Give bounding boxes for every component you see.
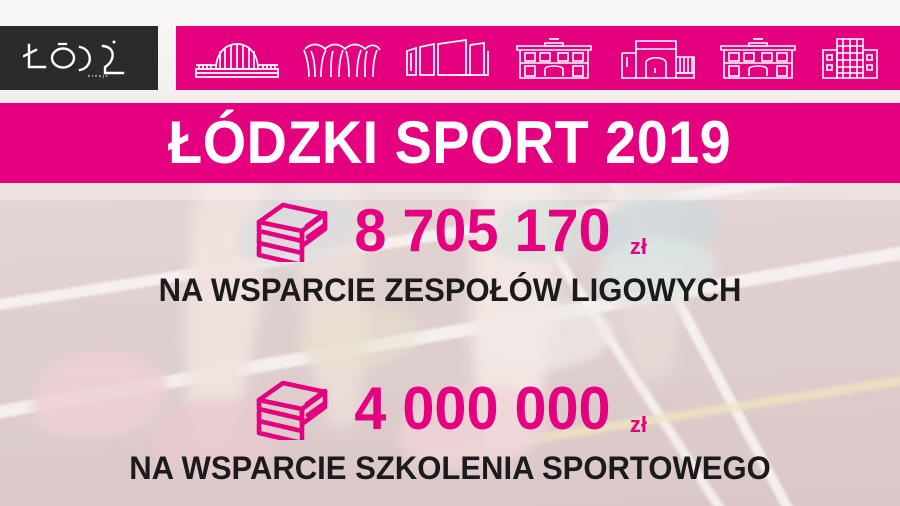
arena-hall-icon (195, 43, 280, 78)
stat-figure-row: 4 000 000 zł (0, 378, 900, 440)
money-stack-icon (256, 380, 328, 440)
stat-caption: NA WSPARCIE ZESPOŁÓW LIGOWYCH (158, 272, 742, 308)
stat-currency: zł (629, 412, 648, 437)
stat-block-league-teams: 8 705 170 zł NA WSPARCIE ZESPOŁÓW LIGOWY… (0, 200, 900, 308)
statistics-section: 8 705 170 zł NA WSPARCIE ZESPOŁÓW LIGOWY… (0, 200, 900, 486)
arch-gate-icon (620, 40, 695, 79)
lodz-landmarks-strip (176, 26, 900, 90)
palace-facade-icon (516, 38, 592, 79)
stat-amount: 4 000 000 (354, 375, 611, 442)
stat-block-sports-training: 4 000 000 zł NA WSPARCIE SZKOLENIA SPORT… (0, 378, 900, 486)
stat-currency: zł (629, 234, 648, 259)
lodz-wordmark-icon (23, 40, 125, 75)
stat-figure-row: 8 705 170 zł (0, 200, 900, 262)
page-title: ŁÓDZKI SPORT 2019 (168, 109, 732, 176)
poster-title-bar: ŁÓDZKI SPORT 2019 (0, 103, 900, 183)
skyscraper-icon (822, 38, 879, 79)
modern-museum-icon (406, 39, 489, 76)
stat-amount: 8 705 170 (354, 197, 611, 264)
lodz-city-logo: kreuje (0, 26, 158, 90)
palace-facade-icon-2 (719, 38, 796, 79)
tree-canopy-icon (303, 43, 381, 78)
stat-caption: NA WSPARCIE SZKOLENIA SPORTOWEGO (129, 450, 771, 486)
logo-tagline: kreuje (88, 73, 110, 78)
money-stack-icon (256, 202, 328, 262)
